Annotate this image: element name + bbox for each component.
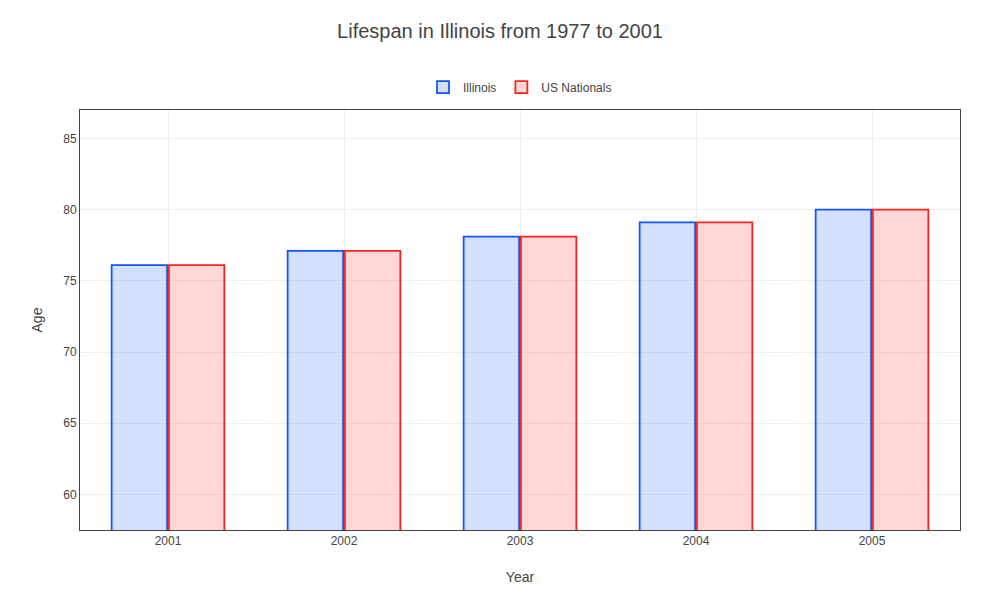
- svg-text:2003: 2003: [507, 534, 534, 548]
- svg-text:85: 85: [63, 132, 77, 146]
- svg-text:Lifespan in Illinois from 1977: Lifespan in Illinois from 1977 to 2001: [337, 20, 663, 42]
- svg-text:65: 65: [63, 416, 77, 430]
- svg-text:Illinois: Illinois: [463, 81, 496, 95]
- svg-text:80: 80: [63, 203, 77, 217]
- svg-text:60: 60: [63, 488, 77, 502]
- svg-text:70: 70: [63, 345, 77, 359]
- svg-text:2005: 2005: [859, 534, 886, 548]
- svg-text:2002: 2002: [331, 534, 358, 548]
- svg-text:75: 75: [63, 274, 77, 288]
- svg-text:2001: 2001: [155, 534, 182, 548]
- svg-text:US Nationals: US Nationals: [541, 81, 611, 95]
- svg-text:2004: 2004: [683, 534, 710, 548]
- svg-text:Year: Year: [506, 569, 535, 585]
- svg-text:Age: Age: [29, 307, 45, 332]
